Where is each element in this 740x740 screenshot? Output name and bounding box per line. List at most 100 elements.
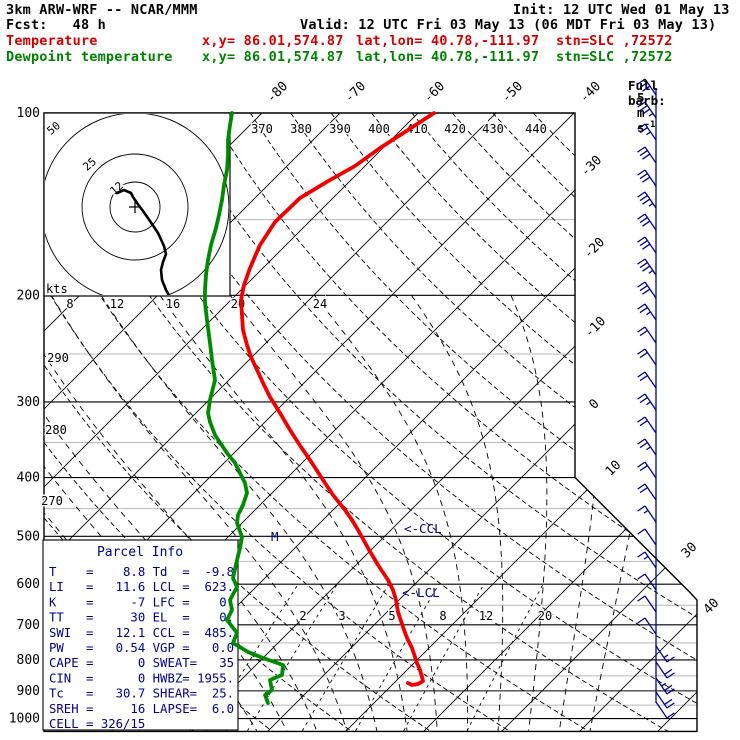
mixing-ratio-label: 5 [388,609,395,623]
pressure-label-700: 700 [17,618,40,633]
moist-adiabat-label: 8 [66,297,73,311]
pressure-label-300: 300 [17,395,40,410]
wind-barb-tick [639,420,648,427]
hodograph-ring [81,153,189,261]
dry-adiabat-label: 370 [251,122,273,136]
wind-barb-tick [642,176,651,183]
parcel-info-row: SWI = 12.1 CCL = 485. [49,626,234,640]
wind-barb-tick [639,105,648,112]
wind-barb-half-tick [646,446,651,451]
wind-barb-tick [666,688,675,695]
wind-barb-tick [639,487,648,494]
wind-barb-tick [639,217,648,224]
wind-barb-tick [637,595,646,602]
wind-barb-half-tick [643,509,649,514]
wind-barb-tick [642,85,651,92]
wind-barb [637,303,657,321]
mixing-ratio-line-8 [355,583,440,732]
moist-adiabat-24 [314,295,469,731]
isotherm--60 [44,113,419,732]
wind-barb-half-tick [661,682,666,687]
dry-adiabat-label: 270 [41,494,63,508]
dry-adiabat-320 [47,113,669,732]
wind-barb-shaft [644,573,657,591]
wind-barb-tick [637,528,646,535]
wind-barb [637,191,657,209]
wind-barb-tick [642,153,651,160]
isotherm-label: 10 [603,458,625,480]
wind-barb [637,595,657,613]
wind-barb-shaft [644,595,657,613]
header-text-r2-s1: x,y= 86.01,574.87 [202,33,344,49]
dry-adiabat-410 [411,113,697,732]
pressure-label-900: 900 [17,684,40,699]
wind-barb-tick [642,108,651,115]
wind-barb-tick [637,461,646,468]
wind-barb-shaft [644,191,657,209]
isotherm-40 [579,113,697,732]
wind-barb-tick [637,169,646,176]
wind-barb-shaft [644,236,657,254]
wind-barb [637,371,657,389]
wind-barb-tick [637,78,646,85]
header-text-r0-s0: 3km ARW-WRF -- NCAR/MMM [6,2,198,18]
wind-barb [655,691,675,709]
wind-barb-tick [637,326,646,333]
wind-barb-tick [637,505,646,512]
wind-barb [637,551,657,569]
dry-adiabat-label: 290 [47,351,69,365]
mixing-ratio-line-12 [403,583,485,732]
wind-barb-tick [642,243,651,250]
dry-adiabat-label: 420 [444,122,466,136]
wind-barb-shaft [655,701,668,719]
parcel-info-row: PW = 0.54 VGP = 0.0 [49,641,234,655]
moist-adiabat-32 [510,295,548,731]
parcel-info-title: Parcel Info [97,545,183,560]
wind-barb-tick [637,617,646,624]
dry-adiabat-label: 380 [290,122,312,136]
isotherm-label: -60 [421,79,448,106]
moist-adiabat-20 [229,295,438,731]
wind-barb [637,123,657,141]
wind-barb-tick [666,656,675,663]
wind-barb-half-tick [646,131,651,136]
wind-barb-tick [637,573,646,580]
wind-barb-tick [637,416,646,423]
header-text-r1-s0: Fcst: 48 h [6,17,106,33]
mixing-ratio-label: 2 [299,609,306,623]
wind-barb-shaft [655,661,668,679]
isotherm--110 [0,113,28,731]
dry-adiabat-340 [128,113,697,732]
wind-barb [637,483,657,501]
wind-barb-tick [664,684,673,691]
wind-barb-tick [639,127,648,134]
isotherm--70 [44,113,341,732]
wind-barb [637,416,657,434]
wind-barb-tick [637,213,646,220]
dry-adiabat-310 [44,113,590,732]
dry-adiabat-390 [330,113,697,732]
wind-barb-shaft [644,348,657,366]
wind-barb-shaft [644,483,657,501]
level-annotations: <-CCL <-LCL M [271,521,442,600]
wind-barb-column [637,78,675,719]
wind-barb [637,348,657,366]
moist-adiabat-8 [51,295,348,732]
isotherm-label: -20 [581,235,608,262]
wind-barb-tick [637,236,646,243]
hodograph-units-label: kts [46,282,68,296]
wind-barb [637,505,657,523]
header-text-r2-s2: lat,lon= 40.78,-111.97 [356,33,540,49]
pressure-label-500: 500 [17,529,40,544]
wind-barb [637,146,657,164]
parcel-info-row: CIN = 0 HWBZ= 1955. [49,671,234,685]
hodograph-trace [115,188,171,295]
header-text-r3-s3: stn=SLC ,72572 [556,49,673,65]
wind-barb-tick [639,465,648,472]
wind-barb-tick [637,348,646,355]
wind-barb-half-tick [646,401,651,406]
parcel-info-row: K = -7 LFC = 0. [49,595,234,609]
temperature-trace [239,111,436,687]
wind-barb-tick [639,442,648,449]
